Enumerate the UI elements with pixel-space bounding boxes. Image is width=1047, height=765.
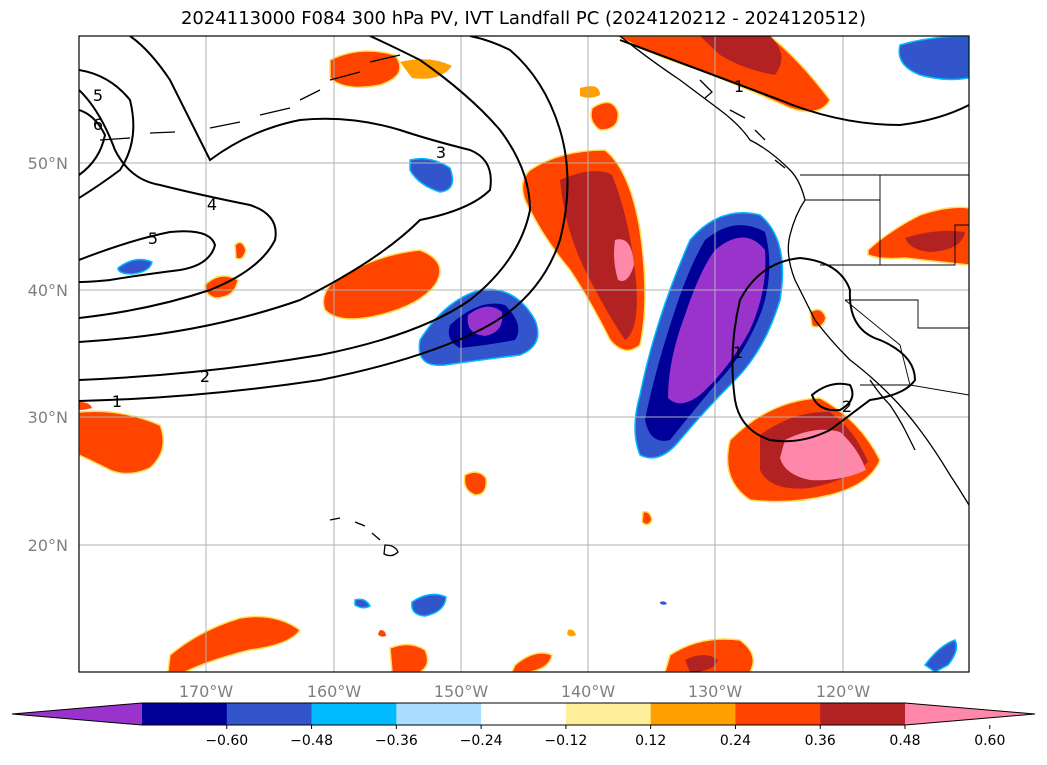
- colorbar-segment: [481, 703, 567, 725]
- svg-text:1: 1: [112, 392, 122, 411]
- contour-labels: 1 2 3 4 5 6 5 1 2 1: [93, 77, 852, 416]
- negative-anomalies: [117, 36, 969, 672]
- coastlines: [99, 36, 969, 557]
- colorbar-tick-label: 0.12: [635, 733, 666, 749]
- colorbar-extend-high: [905, 703, 1035, 725]
- lat-labels: 50°N 40°N 30°N 20°N: [28, 154, 68, 555]
- colorbar-tick-label: −0.60: [205, 733, 248, 749]
- gridlines: [79, 36, 969, 672]
- colorbar-tick-label: −0.12: [544, 733, 587, 749]
- svg-text:1: 1: [733, 343, 743, 362]
- svg-text:2: 2: [842, 397, 852, 416]
- lat-label-20n: 20°N: [28, 536, 68, 555]
- svg-text:4: 4: [207, 195, 217, 214]
- colorbar-segment: [820, 703, 906, 725]
- svg-text:1: 1: [734, 77, 744, 96]
- lon-label-120w: 120°W: [816, 682, 871, 701]
- colorbar-segment: [226, 703, 313, 725]
- colorbar-segment: [565, 703, 652, 725]
- colorbar-segment: [396, 703, 482, 725]
- contours: [79, 36, 969, 443]
- colorbar-segment: [142, 703, 228, 725]
- svg-text:2: 2: [200, 367, 210, 386]
- lon-label-140w: 140°W: [561, 682, 616, 701]
- colorbar-tick-label: 0.60: [974, 733, 1005, 749]
- svg-text:6: 6: [93, 115, 103, 134]
- colorbar-tick-label: −0.24: [460, 733, 503, 749]
- svg-text:5: 5: [93, 86, 103, 105]
- colorbar-tick-label: 0.36: [805, 733, 836, 749]
- colorbar: −0.60 −0.48 −0.36 −0.24 −0.12 0.12 0.24 0.36 0.4…: [11, 702, 1036, 749]
- lat-label-50n: 50°N: [28, 154, 68, 173]
- colorbar-tick-label: 0.48: [889, 733, 920, 749]
- lon-label-130w: 130°W: [688, 682, 743, 701]
- lon-label-170w: 170°W: [179, 682, 234, 701]
- lon-label-160w: 160°W: [307, 682, 362, 701]
- colorbar-segment: [311, 703, 397, 725]
- lon-label-150w: 150°W: [434, 682, 489, 701]
- svg-text:5: 5: [148, 229, 158, 248]
- colorbar-tick-label: −0.36: [375, 733, 418, 749]
- plot-border: [78, 35, 970, 673]
- colorbar-tick-label: 0.24: [720, 733, 751, 749]
- svg-text:3: 3: [436, 143, 446, 162]
- colorbar-tick-label: −0.48: [290, 733, 333, 749]
- lat-label-30n: 30°N: [28, 408, 68, 427]
- colorbar-segment: [735, 703, 821, 725]
- colorbar-segment: [650, 703, 736, 725]
- colorbar-extend-low: [12, 703, 142, 725]
- colorbar-outline: [11, 702, 1036, 726]
- boundaries: [800, 174, 969, 396]
- lon-labels: 170°W 160°W 150°W 140°W 130°W 120°W: [179, 682, 871, 701]
- map-title: 2024113000 F084 300 hPa PV, IVT Landfall…: [180, 8, 867, 29]
- lat-label-40n: 40°N: [28, 281, 68, 300]
